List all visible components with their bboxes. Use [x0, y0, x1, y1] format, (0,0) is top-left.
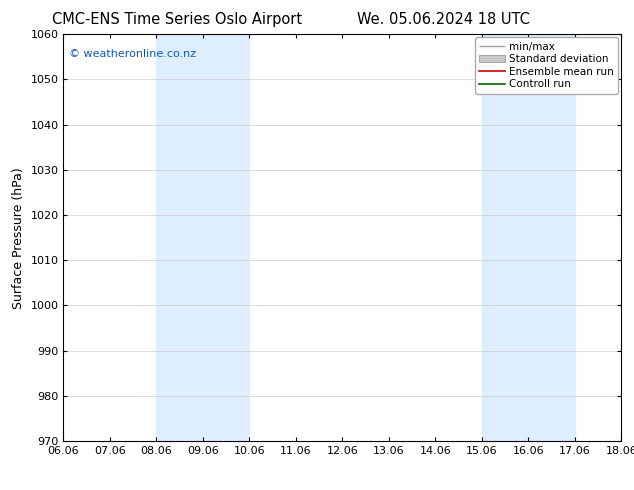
Text: © weatheronline.co.nz: © weatheronline.co.nz — [69, 49, 196, 58]
Y-axis label: Surface Pressure (hPa): Surface Pressure (hPa) — [12, 167, 25, 309]
Legend: min/max, Standard deviation, Ensemble mean run, Controll run: min/max, Standard deviation, Ensemble me… — [475, 37, 618, 94]
Text: We. 05.06.2024 18 UTC: We. 05.06.2024 18 UTC — [358, 12, 530, 27]
Bar — [157, 34, 249, 441]
Text: CMC-ENS Time Series Oslo Airport: CMC-ENS Time Series Oslo Airport — [53, 12, 302, 27]
Bar — [482, 34, 575, 441]
